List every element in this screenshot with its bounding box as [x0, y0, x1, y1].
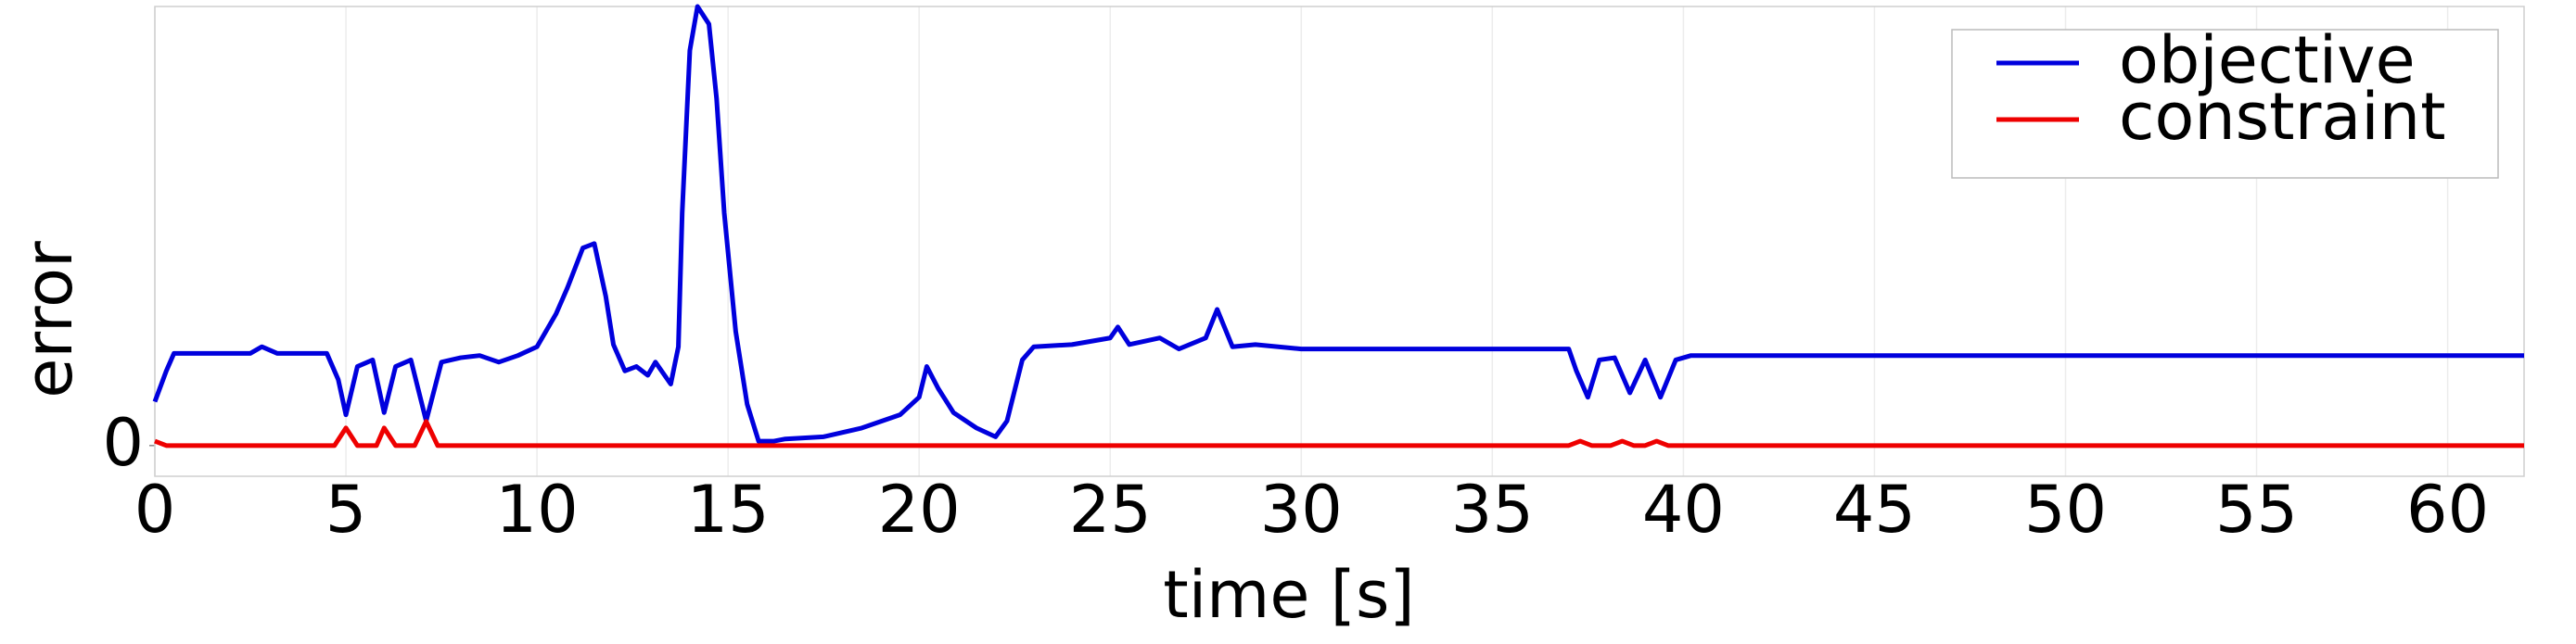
y-tick-label: 0 [102, 405, 144, 481]
plot-frame [154, 6, 2525, 477]
x-axis-label: time [s] [1163, 557, 1415, 633]
x-tick-label: 35 [1451, 472, 1534, 548]
x-tick-label: 25 [1069, 472, 1152, 548]
legend-box [1951, 29, 2499, 179]
x-tick-label: 60 [2406, 472, 2489, 548]
series-line [152, 4, 2524, 444]
series-line [154, 419, 2524, 448]
x-tick-label: 0 [134, 472, 176, 548]
y-axis-label: error [11, 241, 87, 398]
x-tick-label: 45 [1833, 472, 1916, 548]
x-tick-label: 55 [2215, 472, 2298, 548]
x-tick-label: 10 [496, 472, 579, 548]
legend-label: constraint [2119, 79, 2446, 155]
x-tick-label: 15 [687, 472, 770, 548]
legend-label: objective [2119, 22, 2416, 98]
x-tick-label: 50 [2024, 472, 2107, 548]
x-tick-label: 30 [1260, 472, 1343, 548]
x-tick-label: 20 [878, 472, 961, 548]
x-tick-label: 40 [1642, 472, 1725, 548]
x-tick-label: 5 [325, 472, 367, 548]
